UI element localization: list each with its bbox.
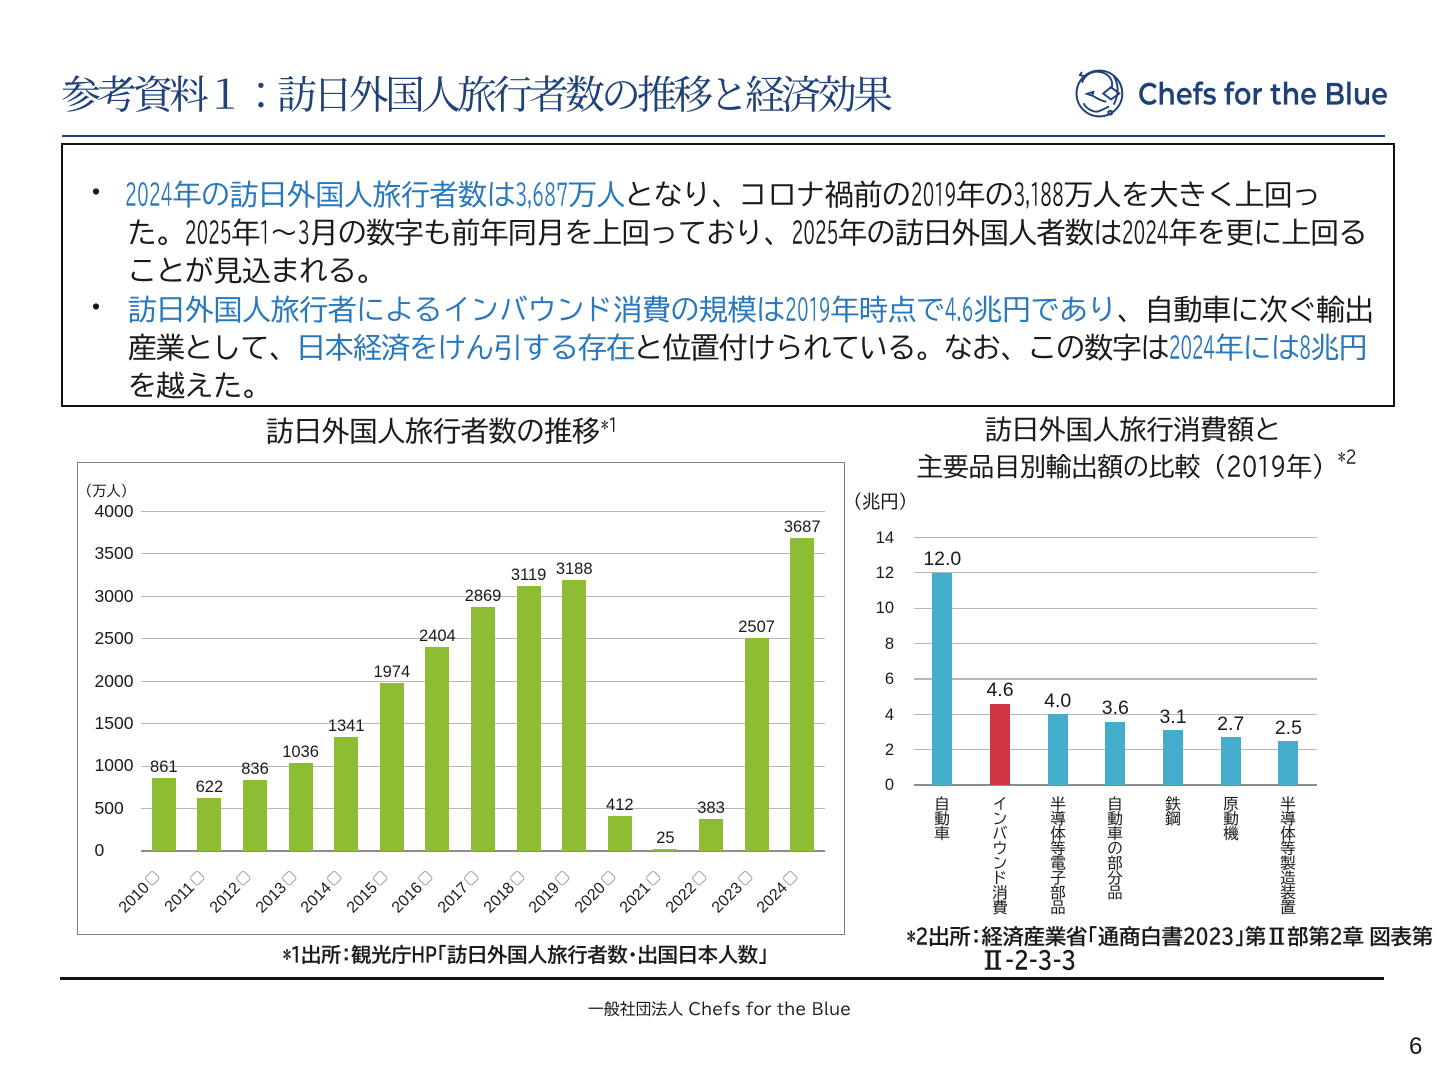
svg-text:2024: 2024 — [754, 879, 791, 916]
